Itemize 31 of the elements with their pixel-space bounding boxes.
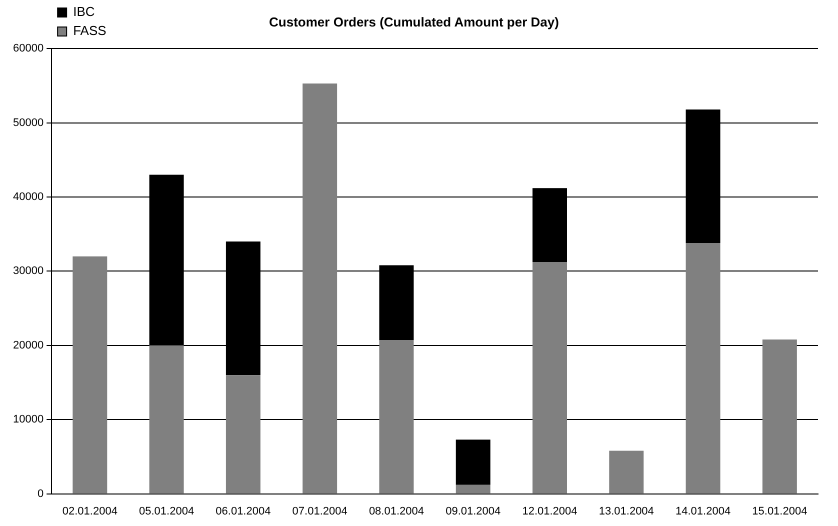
x-tick-label: 15.01.2004 — [752, 505, 808, 518]
y-tick-label: 20000 — [12, 339, 44, 352]
bar — [72, 256, 108, 494]
bar — [609, 450, 644, 494]
y-tick-label: 10000 — [12, 414, 44, 426]
y-tick-label: 0 — [37, 488, 44, 500]
legend-label: FASS — [73, 23, 107, 38]
bar — [379, 340, 414, 494]
y-tick-label: 60000 — [12, 42, 44, 55]
y-tick-label: 50000 — [12, 116, 44, 129]
x-tick-label: 02.01.2004 — [62, 505, 118, 518]
bar — [456, 440, 490, 485]
x-tick-label: 06.01.2004 — [216, 505, 271, 518]
x-tick-label: 08.01.2004 — [368, 505, 424, 518]
legend-label: IBC — [73, 4, 95, 20]
bar — [762, 339, 797, 494]
bar — [686, 243, 720, 494]
y-tick-label: 40000 — [12, 191, 44, 204]
bar — [302, 83, 338, 494]
y-tick-label: 30000 — [12, 265, 44, 278]
bar — [226, 375, 260, 494]
x-tick-label: 07.01.2004 — [292, 505, 348, 518]
bar — [532, 262, 567, 494]
bar — [149, 345, 184, 494]
x-tick-label: 13.01.2004 — [598, 505, 654, 518]
x-tick-label: 09.01.2004 — [446, 505, 501, 518]
x-tick-label: 12.01.2004 — [522, 505, 578, 518]
chart-title: Customer Orders (Cumulated Amount per Day) — [269, 14, 559, 30]
x-tick-label: 14.01.2004 — [676, 505, 731, 518]
bar — [456, 484, 490, 494]
x-tick-label: 05.01.2004 — [139, 505, 194, 518]
